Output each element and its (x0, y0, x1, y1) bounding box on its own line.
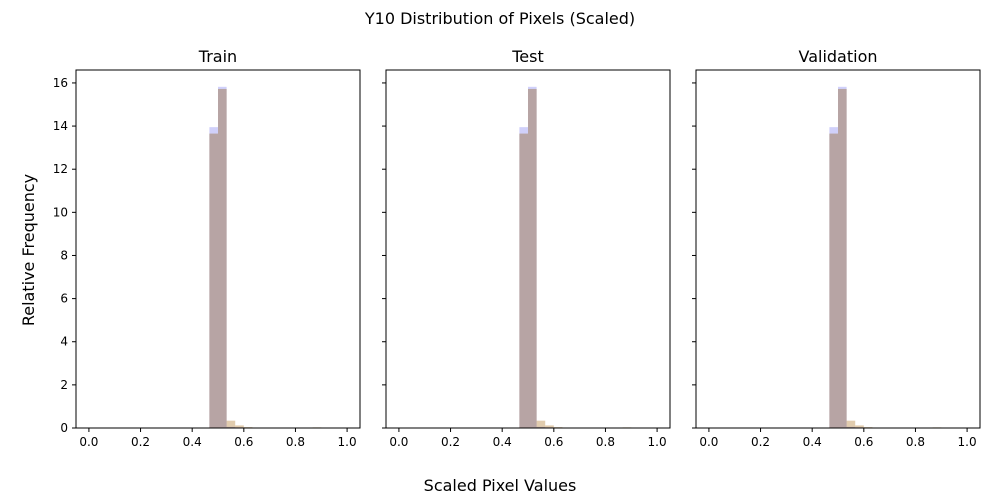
histogram-bar (545, 425, 554, 428)
y-tick-label: 14 (53, 119, 68, 133)
x-tick-label: 1.0 (338, 435, 357, 449)
x-tick-label: 0.4 (803, 435, 822, 449)
x-tick-label: 0.2 (441, 435, 460, 449)
histogram-bar (218, 88, 227, 428)
subplot-title: Test (511, 47, 544, 66)
x-tick-label: 0.6 (544, 435, 563, 449)
y-tick-label: 10 (53, 205, 68, 219)
y-tick-label: 8 (60, 248, 68, 262)
histogram-bar (226, 426, 236, 428)
x-tick-label: 1.0 (958, 435, 977, 449)
y-tick-label: 2 (60, 378, 68, 392)
y-axis-label: Relative Frequency (19, 174, 38, 326)
x-tick-label: 0.8 (906, 435, 925, 449)
subplot-title: Validation (798, 47, 877, 66)
figure-title: Y10 Distribution of Pixels (Scaled) (364, 9, 635, 28)
x-tick-label: 0.0 (389, 435, 408, 449)
x-tick-label: 0.8 (286, 435, 305, 449)
subplot-validation: Validation 0.0 0.2 0.4 0.6 0.8 1.0 (692, 47, 981, 449)
histogram-bar (838, 88, 847, 428)
x-tick-label: 1.0 (648, 435, 667, 449)
histogram-bar (536, 426, 546, 428)
plot-frame (695, 69, 981, 429)
subplot-test: Test 0.0 0.2 0.4 0.6 0.8 1.0 (382, 47, 671, 449)
x-tick-label: 0.2 (751, 435, 770, 449)
histogram-bar (209, 133, 218, 428)
histogram-bar (855, 425, 864, 428)
x-tick-label: 0.6 (234, 435, 253, 449)
histogram-bar (226, 420, 236, 428)
x-axis-label: Scaled Pixel Values (424, 476, 577, 495)
histogram-bar (519, 133, 528, 428)
subplot-panels: Train 0.0 0.2 0.4 0.6 0.8 1.0 0 2 4 6 8 10 12 14 16 Test… (53, 47, 981, 449)
x-tick-label: 0.4 (493, 435, 512, 449)
x-tick-label: 0.6 (854, 435, 873, 449)
plot-frame (75, 69, 361, 429)
histogram-bar (846, 426, 856, 428)
x-tick-label: 0.0 (699, 435, 718, 449)
x-tick-label: 0.8 (596, 435, 615, 449)
x-tick-label: 0.0 (79, 435, 98, 449)
plot-frame (385, 69, 671, 429)
y-tick-label: 0 (60, 421, 68, 435)
x-tick-label: 0.2 (131, 435, 150, 449)
histogram-bar (235, 425, 244, 428)
x-tick-label: 0.4 (183, 435, 202, 449)
y-tick-label: 4 (60, 335, 68, 349)
subplot-title: Train (198, 47, 237, 66)
histogram-bar (829, 133, 838, 428)
histogram-bar (528, 88, 537, 428)
y-tick-label: 6 (60, 292, 68, 306)
y-tick-label: 12 (53, 162, 68, 176)
subplot-train: Train 0.0 0.2 0.4 0.6 0.8 1.0 0 2 4 6 8 10 12 14 16 (53, 47, 361, 449)
y-tick-label: 16 (53, 76, 68, 90)
histogram-bar (536, 420, 546, 428)
histogram-bar (846, 420, 856, 428)
